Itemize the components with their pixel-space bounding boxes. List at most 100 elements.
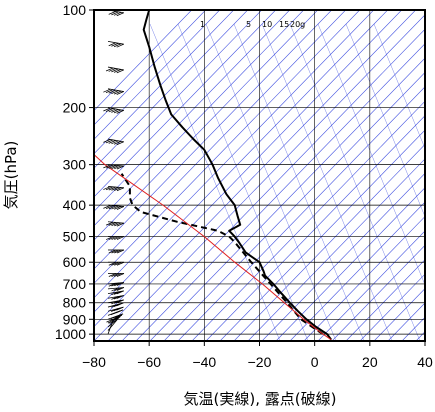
- wind-barb-flag: [108, 108, 116, 113]
- wind-barb-flag: [108, 89, 116, 94]
- dewpoint-line: [120, 173, 324, 335]
- x-tick-label: −80: [82, 354, 106, 370]
- wind-barb-staff: [107, 138, 124, 143]
- wind-barb-flag: [108, 139, 116, 144]
- wind-barb: [103, 107, 124, 114]
- wind-barb-staff: [107, 107, 124, 111]
- mixing-ratio-line: [261, 23, 393, 341]
- wind-barb: [107, 302, 124, 308]
- wind-barb-flag: [108, 42, 116, 47]
- wind-barb: [103, 185, 125, 192]
- mixing-ratio-line: [205, 23, 337, 341]
- wind-barb-flag: [116, 141, 124, 146]
- wind-barb-flag: [108, 186, 116, 191]
- dry-adiabat-line: [94, 10, 221, 140]
- wind-barb: [107, 287, 125, 292]
- wind-barb-flag: [110, 311, 119, 316]
- wind-barb-flag: [111, 11, 119, 16]
- mixing-ratio-labels: 1 5 10 15 20g: [200, 20, 305, 29]
- wind-barb-flag: [116, 295, 124, 299]
- wind-barb: [107, 290, 124, 296]
- mixing-ratio-label: 20g: [290, 20, 305, 29]
- dry-adiabat-line: [94, 10, 319, 241]
- wind-barb-flag: [103, 204, 111, 209]
- wind-barb-flag: [116, 236, 125, 240]
- wind-barb-flag: [111, 296, 119, 300]
- wind-barb-staff: [107, 318, 114, 335]
- wind-barb-flag: [111, 140, 119, 145]
- wind-barb-flag: [111, 261, 119, 266]
- dry-adiabat-line: [94, 10, 305, 227]
- wind-barb-flag: [105, 139, 114, 144]
- wind-barb: [103, 88, 124, 95]
- wind-barb-staff: [107, 295, 124, 299]
- wind-barb-flag: [113, 290, 122, 295]
- wind-barb: [107, 295, 124, 300]
- wind-barb: [105, 66, 124, 74]
- wind-barb-flag: [108, 236, 116, 240]
- wind-barb-flag: [111, 109, 119, 113]
- wind-barb-flag: [116, 206, 125, 210]
- x-tick-label: −60: [137, 354, 161, 370]
- wind-barb-flag: [108, 222, 116, 226]
- wind-barb-flag: [105, 108, 114, 112]
- wind-barb-flag: [116, 91, 124, 95]
- mixing-ratio-line: [345, 23, 425, 218]
- wind-barb-flag: [113, 11, 122, 16]
- wind-barb-flag: [111, 42, 119, 47]
- wind-barb-flag: [116, 165, 125, 170]
- wind-barb-flag: [116, 43, 124, 48]
- y-tick-label: 400: [63, 197, 87, 213]
- wind-barb-flag: [113, 43, 122, 48]
- wind-barb-flag: [108, 249, 116, 254]
- wind-barb: [103, 204, 125, 210]
- dry-adiabat-line: [317, 230, 425, 341]
- wind-barb-flag: [111, 300, 119, 305]
- x-tick-label: 0: [311, 354, 319, 370]
- wind-barb-flag: [116, 261, 125, 266]
- mixing-ratio-line: [289, 23, 421, 341]
- wind-barb-flag: [113, 69, 122, 73]
- wind-barb-flag: [111, 282, 119, 287]
- wind-barb-flag: [114, 261, 122, 266]
- y-tick-label: 900: [63, 311, 87, 327]
- wind-barb-flag: [111, 308, 119, 312]
- wind-barb-flag: [114, 287, 122, 292]
- wind-barb-flag: [111, 165, 119, 169]
- y-tick-label: 700: [63, 276, 87, 292]
- y-tick-label: 300: [63, 157, 87, 173]
- wind-barb-flag: [112, 316, 120, 320]
- dry-adiabat-line: [94, 10, 347, 270]
- wind-barb-flag: [103, 164, 111, 169]
- wind-barb-flag: [116, 290, 124, 295]
- x-tick-label: −20: [248, 354, 272, 370]
- wind-barb-flag: [111, 236, 119, 240]
- y-tick-label: 100: [63, 2, 87, 18]
- wind-barb-flag: [116, 69, 124, 74]
- dry-adiabat-line: [275, 187, 425, 341]
- mixing-ratio-label: 10: [262, 20, 272, 29]
- dry-adiabat-line: [94, 10, 403, 328]
- wind-barb-flag: [114, 282, 122, 287]
- wind-barb-staff: [107, 204, 124, 207]
- wind-barb: [108, 261, 125, 266]
- wind-barb-flag: [108, 261, 116, 266]
- mixing-ratio-label: 15: [279, 20, 289, 29]
- wind-barb-flag: [116, 273, 125, 277]
- wind-barb-flag: [111, 273, 119, 277]
- x-tick-label: 40: [417, 354, 433, 370]
- wind-barb-flag: [105, 89, 114, 94]
- y-axis-label: 気圧(hPa): [2, 141, 20, 210]
- wind-barb-flag: [111, 222, 119, 227]
- wind-barb-flag: [113, 140, 122, 145]
- wind-barb-flag: [108, 205, 116, 210]
- wind-barb-flag: [113, 300, 122, 304]
- wind-barb-flag: [105, 221, 114, 226]
- wind-barb-flag: [116, 187, 125, 192]
- wind-barb-flag: [108, 273, 116, 277]
- y-tick-label: 200: [63, 100, 87, 116]
- wind-barb-staff: [107, 88, 124, 92]
- wind-barb: [107, 309, 124, 316]
